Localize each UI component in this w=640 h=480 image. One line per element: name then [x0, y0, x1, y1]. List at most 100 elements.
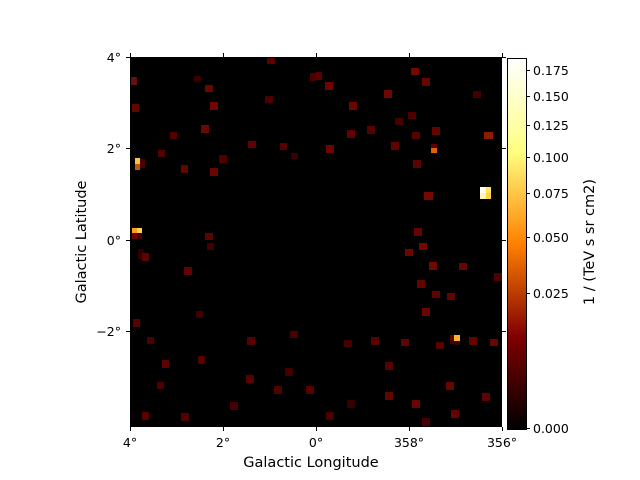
x-tick — [223, 427, 224, 431]
heatmap-bin — [480, 193, 486, 199]
heatmap-bin — [142, 412, 149, 420]
x-tick — [502, 427, 503, 431]
heatmap-bin — [480, 187, 486, 193]
y-tick-label: 2° — [106, 141, 121, 156]
colorbar-tick — [526, 293, 530, 294]
heatmap-bin — [181, 165, 188, 173]
x-tick-label: 0° — [308, 435, 324, 450]
heatmap-bin — [408, 112, 416, 119]
colorbar-tick — [526, 125, 530, 126]
x-tick-top — [130, 53, 131, 57]
heatmap-bin — [401, 339, 409, 346]
x-tick-top — [223, 53, 224, 57]
heatmap-bin — [135, 158, 140, 164]
heatmap-bin — [133, 319, 140, 327]
colorbar-tick-label: 0.075 — [533, 186, 569, 201]
y-tick-label: −2° — [96, 324, 121, 339]
heatmap-bin — [405, 249, 413, 256]
heatmap-bin — [137, 228, 142, 233]
heatmap-bin — [142, 253, 149, 261]
heatmap-bin — [431, 144, 437, 148]
heatmap-bin — [246, 375, 254, 383]
colorbar-tick-label: 0.125 — [533, 118, 569, 133]
heatmap-bin — [447, 293, 455, 300]
y-tick — [126, 148, 130, 149]
heatmap-bin — [158, 150, 165, 157]
heatmap-bin — [210, 102, 218, 110]
x-tick-label: 358° — [393, 435, 425, 450]
heatmap-bin — [412, 400, 420, 408]
colorbar-tick-label: 0.000 — [533, 421, 569, 436]
heatmap-bin — [198, 356, 205, 364]
heatmap-bin — [347, 130, 355, 138]
heatmap-bin — [196, 311, 203, 318]
heatmap-bin — [432, 291, 440, 298]
heatmap-bin — [219, 155, 227, 163]
heatmap-bin — [310, 73, 316, 81]
heatmap-bin — [450, 335, 454, 340]
heatmap-bin — [486, 187, 491, 193]
colorbar-label: 1 / (TeV s sr cm2) — [582, 178, 598, 306]
heatmap-bin — [482, 393, 490, 401]
heatmap-bin — [170, 132, 177, 139]
heatmap-bin — [414, 228, 422, 236]
heatmap-bin — [384, 90, 392, 98]
heatmap-bin — [494, 273, 502, 281]
heatmap-bin — [422, 308, 430, 316]
colorbar-tick — [526, 193, 530, 194]
heatmap-bin — [385, 362, 393, 370]
colorbar-tick — [526, 70, 530, 71]
y-tick-right — [502, 148, 506, 149]
heatmap-bin — [132, 104, 139, 112]
heatmap-bin — [201, 125, 209, 133]
y-tick — [126, 57, 130, 58]
heatmap-bin — [181, 413, 189, 421]
heatmap-bin — [454, 335, 460, 341]
x-tick — [409, 427, 410, 431]
y-tick-label: 4° — [106, 50, 121, 65]
colorbar-tick — [526, 157, 530, 158]
heatmap-bin — [454, 341, 460, 345]
heatmap-bin — [290, 331, 298, 338]
heatmap-plot — [130, 57, 502, 427]
heatmap-bin — [247, 337, 255, 345]
heatmap-bin — [326, 412, 334, 420]
colorbar-tick-label: 0.100 — [533, 150, 569, 165]
heatmap-bin — [207, 243, 214, 250]
heatmap-bin — [349, 102, 357, 110]
heatmap-bin — [473, 91, 481, 98]
heatmap-bin — [316, 72, 322, 80]
heatmap-bin — [459, 263, 467, 270]
x-axis-label: Galactic Longitude — [243, 455, 379, 471]
x-tick-top — [502, 53, 503, 57]
heatmap-bin — [135, 164, 140, 170]
heatmap-bin — [411, 68, 419, 75]
heatmap-bin — [147, 337, 154, 344]
heatmap-bin — [413, 160, 421, 168]
y-tick-label: 0° — [106, 233, 121, 248]
y-tick — [126, 240, 130, 241]
colorbar — [507, 58, 527, 430]
colorbar-tick — [526, 428, 530, 429]
heatmap-bin — [306, 386, 314, 394]
colorbar-tick — [526, 96, 530, 97]
x-tick-top — [409, 53, 410, 57]
heatmap-bin — [140, 159, 145, 168]
heatmap-bin — [132, 228, 137, 233]
x-tick — [130, 427, 131, 431]
heatmap-bin — [486, 193, 491, 199]
heatmap-bin — [184, 267, 192, 275]
heatmap-bin — [432, 127, 440, 135]
heatmap-bin — [210, 168, 218, 176]
y-tick — [126, 331, 130, 332]
heatmap-bin — [325, 82, 333, 90]
heatmap-bin — [422, 418, 430, 426]
heatmap-bin — [265, 96, 273, 103]
y-tick-right — [502, 240, 506, 241]
heatmap-bin — [371, 337, 379, 345]
heatmap-bin — [274, 386, 282, 394]
heatmap-bin — [248, 141, 256, 148]
heatmap-bin — [436, 342, 444, 349]
heatmap-bin — [157, 382, 164, 389]
